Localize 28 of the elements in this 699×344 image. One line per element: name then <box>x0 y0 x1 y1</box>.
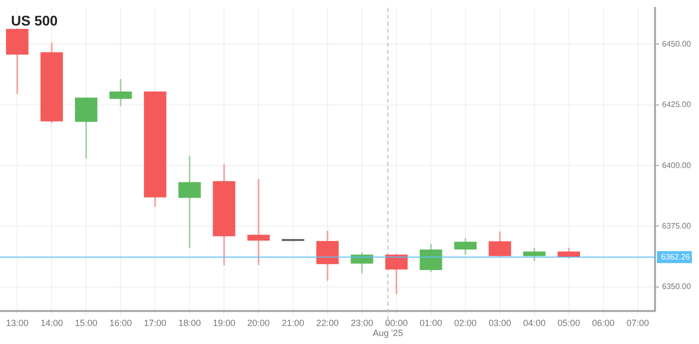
y-tick-label: 6425.00 <box>662 100 692 110</box>
x-tick-label: 07:00 <box>626 318 650 328</box>
x-tick-label: 03:00 <box>488 318 512 328</box>
x-tick-label: 06:00 <box>592 318 615 328</box>
x-tick-label: 17:00 <box>144 318 166 328</box>
candlestick <box>247 179 270 265</box>
x-tick-label: 19:00 <box>212 318 236 328</box>
y-tick-label: 6375.00 <box>662 221 692 230</box>
x-tick-label: 15:00 <box>74 318 98 328</box>
x-tick-label: 04:00 <box>523 318 546 328</box>
x-tick-label: 02:00 <box>454 318 477 328</box>
x-tick-label: 05:00 <box>558 318 580 328</box>
x-tick-label: 00:00 <box>385 318 408 328</box>
x-tick-label: 01:00 <box>420 318 442 328</box>
x-tick-label: 18:00 <box>178 318 201 328</box>
y-tick-label: 6350.00 <box>662 282 692 292</box>
x-tick-label: 21:00 <box>282 318 304 328</box>
x-tick-label: 23:00 <box>350 318 374 328</box>
y-tick-label: 6400.00 <box>662 160 692 170</box>
x-tick-label: 16:00 <box>109 318 132 328</box>
ref-line-label: 6362.26 <box>661 252 690 262</box>
y-tick-label: 6450.00 <box>662 39 692 48</box>
x-tick-label: 13:00 <box>6 318 28 328</box>
x-tick-label: 20:00 <box>247 318 270 328</box>
ref-line-label: Aug '25 <box>372 328 403 338</box>
x-tick-label: 22:00 <box>316 318 339 328</box>
chart-title: US 500 <box>11 12 58 29</box>
x-tick-label: 14:00 <box>40 318 63 328</box>
